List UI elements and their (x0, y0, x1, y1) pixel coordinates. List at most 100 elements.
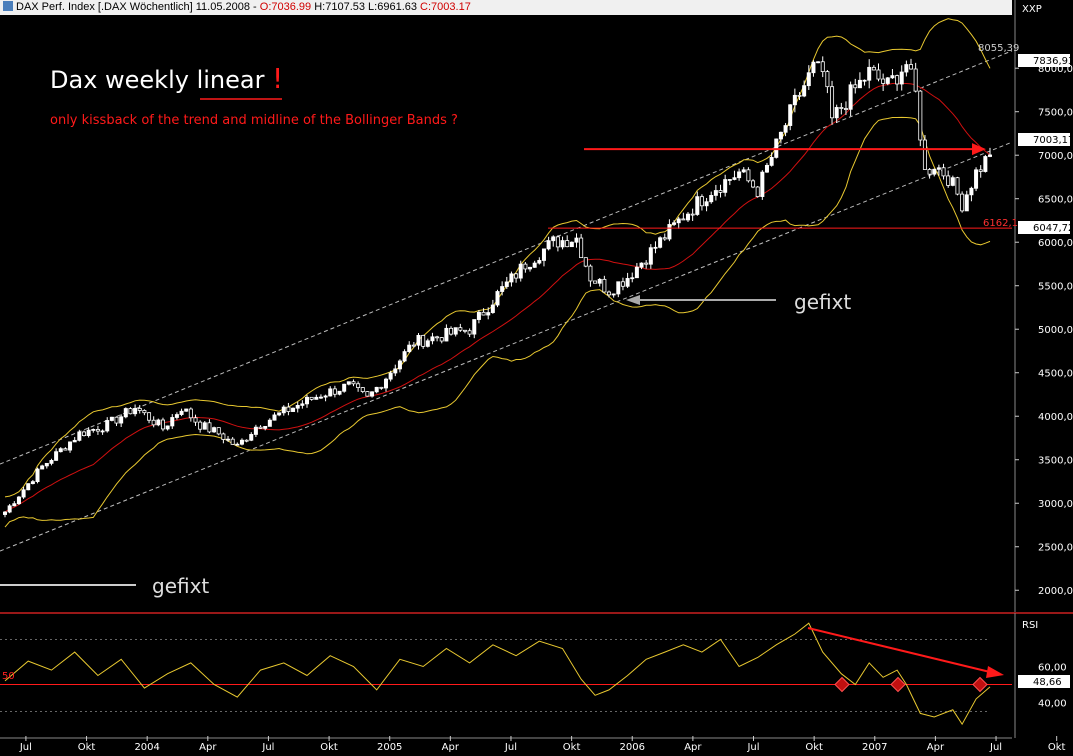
candle-body (277, 412, 282, 416)
price-tick-label: 6000,00 (1038, 238, 1073, 249)
candle-body (579, 237, 584, 259)
bollinger-midline (4, 82, 991, 513)
candle-body (778, 131, 783, 140)
candle-body (81, 431, 86, 436)
support-label: 6162,1 (983, 218, 1018, 229)
candle-body (718, 190, 723, 193)
rsi-line (4, 622, 991, 726)
candle-body (486, 312, 491, 316)
candle-body (267, 419, 272, 427)
candle-body (16, 496, 21, 505)
candle-body (607, 291, 612, 296)
candle-body (583, 257, 588, 267)
candle-body (49, 460, 54, 464)
last-close-label: 7003,17 (1018, 133, 1073, 146)
candle-body (402, 351, 407, 362)
candle-body (258, 426, 263, 429)
candle-body (300, 403, 305, 406)
candle-body (620, 281, 625, 287)
candle-body (346, 381, 351, 385)
candle-body (26, 483, 31, 491)
candle-body (147, 412, 152, 421)
candle-body (867, 66, 872, 81)
candle-body (788, 104, 793, 126)
candle-body (681, 218, 686, 221)
candle-body (667, 224, 672, 240)
candle-body (783, 125, 788, 133)
price-tick-label: 7500,00 (1038, 108, 1073, 119)
candle-body (611, 293, 616, 296)
candle-body (128, 408, 133, 415)
candle-body (769, 157, 774, 166)
candle-body (630, 277, 635, 280)
candle-body (337, 390, 342, 395)
candle-body (843, 108, 848, 110)
price-tick-label: 6500,00 (1038, 195, 1073, 206)
rsi-reference-label: 50 (2, 671, 15, 682)
candle-body (342, 383, 347, 392)
candle-body (541, 248, 546, 261)
candle-body (848, 84, 853, 110)
candle-body (156, 419, 161, 426)
candle-body (704, 201, 709, 207)
candle-body (695, 196, 700, 215)
time-tick-label: Jul (989, 742, 1002, 753)
candle-body (871, 66, 876, 71)
time-tick-label: Okt (78, 742, 96, 753)
price-tick-label: 3500,00 (1038, 456, 1073, 467)
price-tick-label: 3000,00 (1038, 499, 1073, 510)
rsi-last-value-label: 48,66 (1018, 675, 1070, 688)
candle-body (30, 481, 35, 485)
candle-body (291, 407, 296, 412)
candle-body (174, 414, 179, 418)
candle-body (263, 425, 268, 429)
rsi-tick-label: 40,00 (1038, 699, 1067, 710)
candle-body (811, 61, 816, 74)
candle-body (741, 169, 746, 173)
candle-body (537, 260, 542, 264)
candle-body (109, 416, 114, 421)
candle-body (713, 190, 718, 196)
candle-body (221, 433, 226, 440)
rsi-divergence-line (807, 627, 991, 673)
candle-body (305, 396, 310, 405)
candle-body (397, 360, 402, 370)
candle-body (365, 391, 370, 397)
candle-body (523, 263, 528, 270)
candle-body (160, 419, 165, 430)
annotations (0, 143, 1012, 586)
candle-body (281, 406, 286, 414)
time-tick-label: Okt (805, 742, 823, 753)
candle-body (709, 195, 714, 203)
candle-body (653, 246, 658, 249)
trend-upper-line (0, 50, 1013, 465)
candle-body (755, 186, 760, 197)
candle-body (476, 311, 481, 320)
candle-body (825, 71, 830, 88)
candle-body (216, 427, 221, 435)
candle-body (3, 511, 8, 515)
candle-body (462, 329, 467, 332)
candle-body (881, 78, 886, 84)
candle-body (425, 340, 430, 347)
header-low: L:6961.63 (368, 1, 417, 13)
rsi-axis-label: RSI (1022, 620, 1038, 631)
candle-body (7, 505, 12, 513)
candle-body (212, 427, 217, 433)
candle-body (500, 286, 505, 292)
trend-upper-label: 8055,39 (978, 43, 1019, 54)
candle-body (551, 236, 556, 242)
candle-body (830, 86, 835, 119)
candle-body (481, 311, 486, 316)
candle-body (932, 168, 937, 175)
candle-body (936, 167, 941, 170)
candle-body (909, 64, 914, 70)
candle-body (472, 319, 477, 335)
candle-body (12, 503, 17, 507)
candle-body (467, 330, 472, 335)
candle-body (988, 154, 993, 157)
candle-body (295, 405, 300, 409)
time-tick-label: Apr (684, 742, 702, 753)
price-tick-label: 2500,00 (1038, 543, 1073, 554)
